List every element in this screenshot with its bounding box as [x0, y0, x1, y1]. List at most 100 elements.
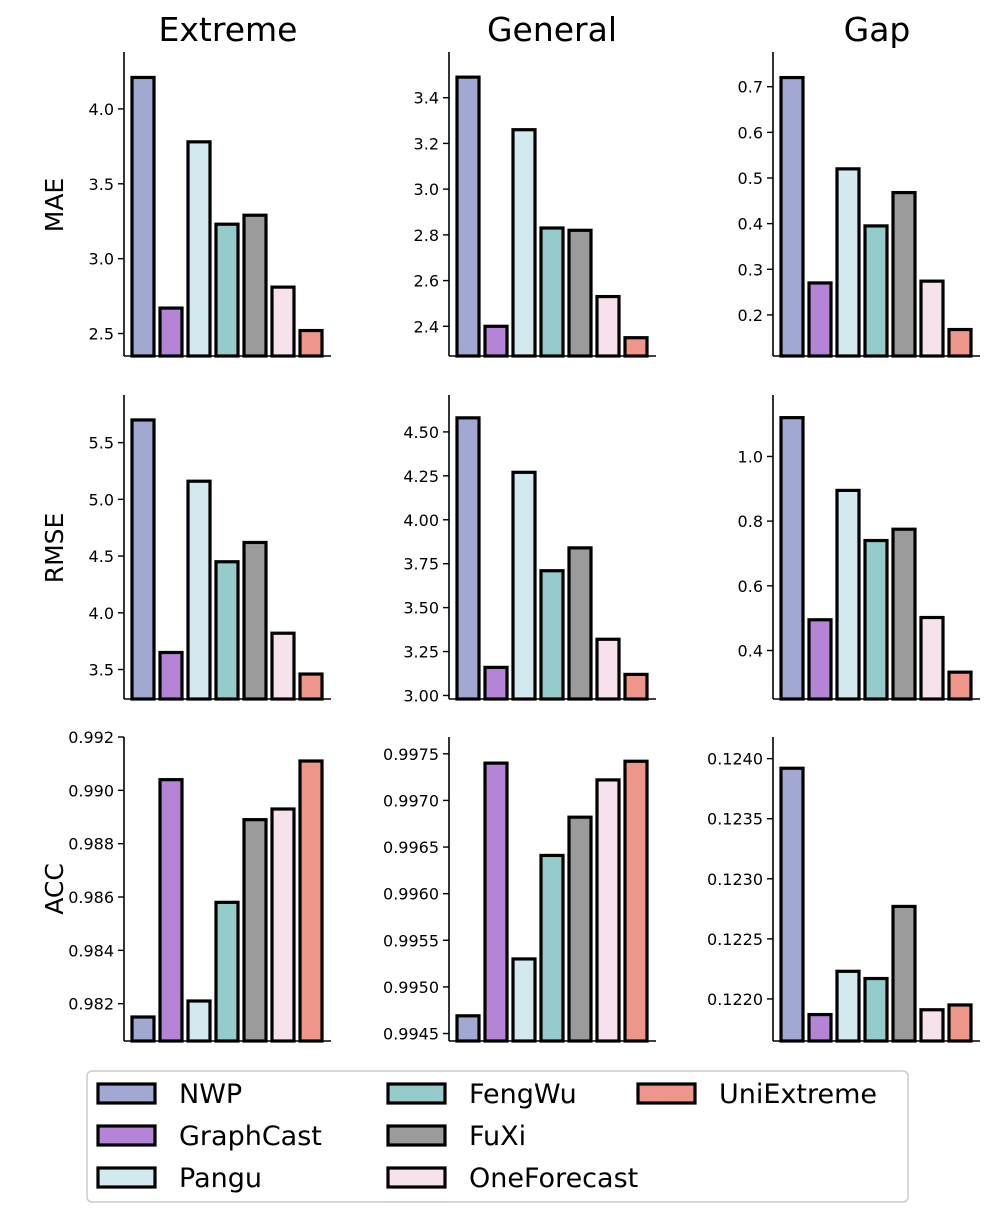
bar-acc-general-fuxi [567, 815, 593, 1043]
bar-rmse-gap-nwp [779, 416, 805, 701]
y-tick-label-acc-general: 0.9970 [383, 791, 439, 810]
y-tick-label-rmse-gap: 0.4 [738, 641, 763, 660]
y-tick-label-rmse-general: 4.50 [403, 423, 439, 442]
column-title-general: General [487, 10, 617, 49]
y-tick-label-acc-extreme: 0.988 [68, 835, 114, 854]
y-tick-label-rmse-general: 3.25 [403, 643, 439, 662]
y-tick-label-acc-gap: 0.1240 [707, 750, 763, 769]
bar-mae-gap-graphcast [807, 281, 833, 358]
y-tick-label-mae-general: 3.0 [414, 180, 439, 199]
bar-acc-gap-oneforecast [919, 1008, 945, 1043]
legend-label-oneforecast: OneForecast [469, 1163, 638, 1194]
legend-frame [86, 1070, 909, 1203]
y-tick-label-mae-gap: 0.7 [738, 78, 763, 97]
bar-rmse-gap-pangu [835, 488, 861, 701]
y-tick-label-mae-general: 2.4 [414, 317, 439, 336]
legend-label-nwp: NWP [179, 1079, 242, 1110]
bar-rmse-general-oneforecast [595, 637, 621, 701]
panel-acc-extreme: 0.982 0.984 0.986 0.988 0.990 0.992 [68, 728, 331, 1043]
y-tick-label-acc-general: 0.9955 [383, 931, 439, 950]
bar-rmse-extreme-oneforecast [270, 631, 296, 701]
y-tick-label-acc-general: 0.9960 [383, 885, 439, 904]
panel-rmse-general: 3.00 3.25 3.50 3.75 4.00 4.25 4.50 [403, 395, 656, 705]
bar-rmse-general-fuxi [567, 546, 593, 701]
legend-swatch-pangu [96, 1166, 157, 1189]
bar-mae-extreme-pangu [186, 140, 212, 358]
bar-acc-extreme-fengwu [214, 900, 240, 1043]
y-tick-label-rmse-extreme: 4.5 [89, 547, 114, 566]
bar-mae-extreme-oneforecast [270, 285, 296, 358]
y-tick-label-mae-extreme: 3.5 [89, 175, 114, 194]
bar-acc-gap-fuxi [891, 904, 917, 1043]
bar-rmse-extreme-nwp [130, 418, 156, 701]
bar-mae-general-uniextreme [623, 336, 649, 358]
bar-acc-gap-graphcast [807, 1012, 833, 1043]
legend-swatch-fuxi [386, 1124, 447, 1147]
legend-label-fuxi: FuXi [469, 1121, 526, 1152]
bar-acc-gap-pangu [835, 969, 861, 1043]
legend-swatch-nwp [96, 1082, 157, 1105]
y-tick-label-mae-gap: 0.6 [738, 123, 763, 142]
bar-rmse-general-pangu [511, 470, 537, 701]
bar-mae-general-fengwu [539, 226, 565, 358]
panel-acc-general: 0.9945 0.9950 0.9955 0.9960 0.9965 0.9970 0.99… [383, 737, 656, 1044]
bar-acc-gap-fengwu [863, 976, 889, 1043]
bar-mae-gap-uniextreme [947, 327, 973, 358]
bar-rmse-extreme-fengwu [214, 560, 240, 701]
bar-mae-general-graphcast [483, 324, 509, 358]
y-tick-label-rmse-general: 3.50 [403, 599, 439, 618]
y-tick-label-acc-extreme: 0.982 [68, 995, 114, 1014]
legend-label-graphcast: GraphCast [179, 1121, 322, 1152]
panel-acc-gap: 0.1220 0.1225 0.1230 0.1235 0.1240 [707, 737, 980, 1043]
y-tick-label-acc-extreme: 0.984 [68, 941, 114, 960]
bar-mae-extreme-uniextreme [298, 328, 324, 358]
bar-mae-general-nwp [455, 75, 481, 358]
y-tick-label-rmse-gap: 0.8 [738, 512, 763, 531]
row-title-rmse: RMSE [40, 513, 69, 584]
y-tick-label-acc-gap: 0.1220 [707, 990, 763, 1009]
bar-acc-extreme-nwp [130, 1015, 156, 1043]
bar-mae-general-fuxi [567, 228, 593, 358]
bar-rmse-gap-oneforecast [919, 615, 945, 701]
y-tick-label-acc-gap: 0.1235 [707, 810, 763, 829]
y-tick-label-rmse-general: 4.00 [403, 511, 439, 530]
y-tick-label-mae-gap: 0.3 [738, 260, 763, 279]
bar-rmse-extreme-graphcast [158, 650, 184, 701]
y-tick-label-rmse-extreme: 5.5 [89, 434, 114, 453]
panel-mae-gap: 0.2 0.3 0.4 0.5 0.6 0.7 [738, 52, 980, 358]
bar-acc-general-graphcast [483, 761, 509, 1043]
y-tick-label-mae-gap: 0.4 [738, 215, 763, 234]
bar-acc-extreme-pangu [186, 999, 212, 1043]
bar-rmse-gap-graphcast [807, 618, 833, 701]
bar-rmse-general-uniextreme [623, 672, 649, 701]
bar-acc-extreme-fuxi [242, 818, 268, 1043]
y-tick-label-acc-general: 0.9945 [383, 1025, 439, 1044]
legend: NWP GraphCast Pangu FengWu FuXi OneForecast Un… [86, 1070, 909, 1203]
legend-label-uniextreme: UniExtreme [719, 1079, 877, 1110]
bar-acc-gap-nwp [779, 766, 805, 1043]
legend-swatch-graphcast [96, 1124, 157, 1147]
bar-acc-general-pangu [511, 957, 537, 1043]
bar-mae-gap-nwp [779, 75, 805, 358]
column-title-extreme: Extreme [159, 10, 298, 49]
legend-swatch-fengwu [386, 1082, 447, 1105]
y-tick-label-mae-extreme: 3.0 [89, 250, 114, 269]
panel-mae-extreme: 2.5 3.0 3.5 4.0 [89, 52, 331, 358]
bar-rmse-extreme-pangu [186, 479, 212, 701]
y-tick-label-acc-extreme: 0.992 [68, 728, 114, 747]
bar-mae-gap-pangu [835, 167, 861, 358]
panel-mae-general: 2.4 2.6 2.8 3.0 3.2 3.4 [414, 52, 656, 358]
y-tick-label-acc-gap: 0.1230 [707, 870, 763, 889]
bar-rmse-gap-uniextreme [947, 670, 973, 701]
bar-acc-extreme-oneforecast [270, 807, 296, 1043]
bar-mae-extreme-fengwu [214, 222, 240, 358]
bar-rmse-general-nwp [455, 416, 481, 701]
y-tick-label-rmse-general: 4.25 [403, 467, 439, 486]
y-tick-label-rmse-gap: 1.0 [738, 447, 763, 466]
bar-acc-general-oneforecast [595, 778, 621, 1043]
y-tick-label-rmse-gap: 0.6 [738, 577, 763, 596]
bar-rmse-gap-fengwu [863, 538, 889, 701]
y-tick-label-acc-gap: 0.1225 [707, 930, 763, 949]
y-tick-label-rmse-extreme: 5.0 [89, 490, 114, 509]
